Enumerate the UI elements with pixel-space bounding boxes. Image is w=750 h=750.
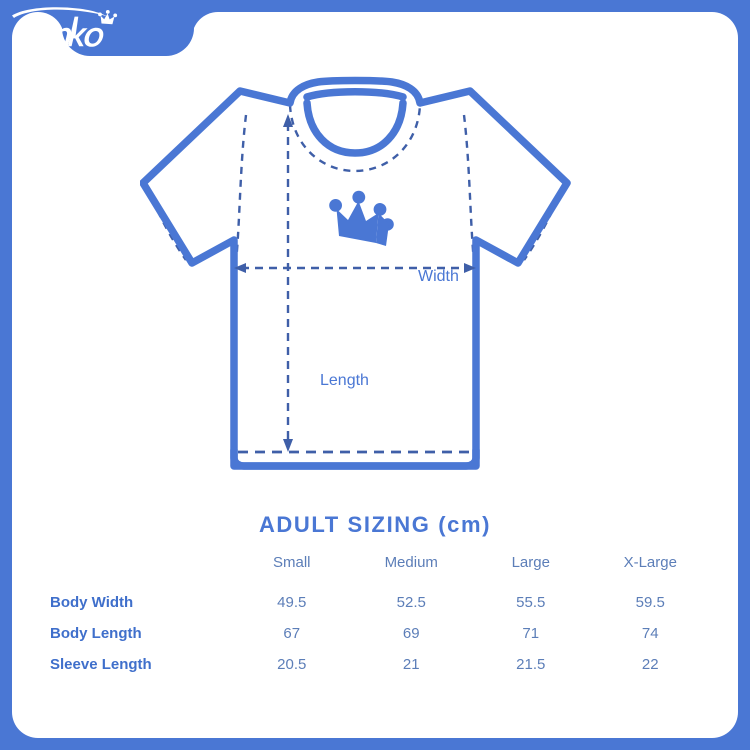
- cell-body-length-large: 71: [522, 625, 540, 642]
- column-header-large: Large: [511, 554, 550, 571]
- row-label-body-length: Body Length: [50, 625, 142, 642]
- row-label-body-width: Body Width: [50, 594, 134, 611]
- width-arrow-head-left: [234, 263, 246, 273]
- column-header-medium: Medium: [384, 554, 438, 571]
- table-row: Sleeve Length 20.5 21 21.5 22: [40, 649, 710, 680]
- table-row: Body Length 67 69 71 74: [40, 618, 710, 649]
- length-arrow-head-top: [283, 114, 293, 127]
- length-arrow-head-bottom: [283, 439, 293, 452]
- width-arrow-head-right: [464, 263, 476, 273]
- cell-sleeve-length-xlarge: 22: [641, 656, 659, 673]
- cell-body-width-large: 55.5: [516, 594, 546, 611]
- cell-body-length-small: 67: [283, 625, 301, 642]
- cell-body-length-medium: 69: [402, 625, 420, 642]
- column-header-small: Small: [272, 554, 311, 571]
- cell-sleeve-length-small: 20.5: [277, 656, 307, 673]
- column-header-xlarge: X-Large: [623, 554, 677, 571]
- cell-sleeve-length-large: 21.5: [516, 656, 546, 673]
- cell-body-length-xlarge: 74: [641, 625, 659, 642]
- sizing-table-block: ADULT SIZING (cm) Small Medium Large X-L…: [40, 512, 710, 680]
- table-corner-cell: [40, 554, 232, 587]
- width-label: Width: [418, 268, 459, 285]
- logo-badge-fillet-right: [192, 12, 218, 38]
- size-table: Small Medium Large X-Large Body Width 49…: [40, 554, 710, 680]
- white-card: [12, 12, 738, 738]
- cell-body-width-xlarge: 59.5: [635, 594, 665, 611]
- t-shirt-measurement-diagram: [140, 76, 571, 470]
- length-label: Length: [320, 372, 369, 389]
- cell-sleeve-length-medium: 21: [402, 656, 420, 673]
- cell-body-width-small: 49.5: [277, 594, 307, 611]
- table-header-row: Small Medium Large X-Large: [40, 554, 710, 587]
- crown-icon: [329, 190, 394, 246]
- cell-body-width-medium: 52.5: [396, 594, 426, 611]
- row-label-sleeve-length: Sleeve Length: [50, 656, 152, 673]
- table-row: Body Width 49.5 52.5 55.5 59.5: [40, 587, 710, 618]
- funko-logo-wordmark: [12, 7, 118, 51]
- table-title: ADULT SIZING (cm): [258, 512, 492, 537]
